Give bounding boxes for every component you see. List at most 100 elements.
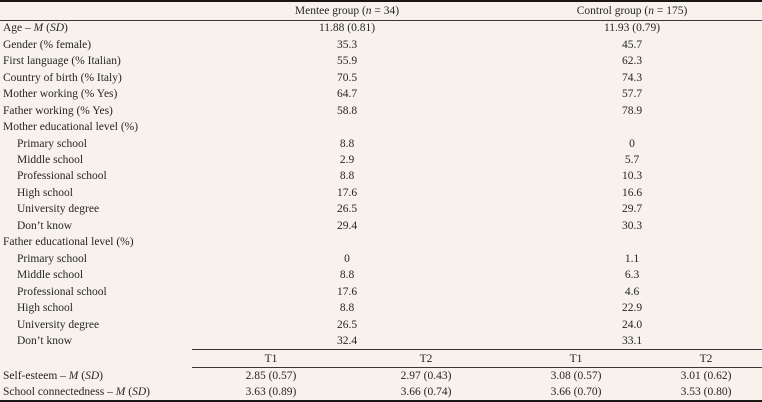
row-label: Country of birth (% Italy): [0, 69, 192, 85]
row-label: High school: [0, 300, 192, 316]
time-header-row: T1 T2 T1 T2: [0, 348, 762, 369]
table-row: Age – M (SD) 11.88 (0.81) 11.93 (0.79): [0, 20, 762, 36]
value-cell: 3.66 (0.70): [550, 386, 602, 399]
header-text: = 34): [371, 4, 400, 17]
label-text: Don’t know: [17, 335, 73, 348]
label-text: Mother educational level (%): [3, 121, 139, 134]
value-cell: 4.6: [624, 285, 640, 298]
value-cell: 64.7: [336, 88, 358, 101]
row-label: School connectedness – M (SD): [0, 384, 192, 401]
row-label: Mother educational level (%): [0, 119, 192, 135]
value-cell: 30.3: [621, 219, 643, 232]
group-header-row: Mentee group (n = 34) Control group (n =…: [0, 1, 762, 21]
row-label: High school: [0, 185, 192, 201]
stat-symbol-n: n: [648, 4, 655, 17]
value-cell: 3.53 (0.80): [680, 386, 732, 399]
row-label: Mother working (% Yes): [0, 86, 192, 102]
table-row: Primary school 0 1.1: [0, 251, 762, 267]
stat-symbol: M: [68, 369, 79, 382]
value-cell: 1.1: [624, 252, 640, 265]
row-label: Primary school: [0, 135, 192, 151]
table-row: Don’t know 32.4 33.1: [0, 333, 762, 350]
empty-cell: [0, 349, 192, 367]
time-header-cell: T1: [192, 348, 350, 369]
demographics-section: Age – M (SD) 11.88 (0.81) 11.93 (0.79) Gend…: [0, 20, 762, 349]
value-cell: 6.3: [624, 269, 640, 282]
value-cell: 29.4: [336, 219, 358, 232]
value-cell: [502, 234, 762, 250]
table-row: Middle school 2.9 5.7: [0, 152, 762, 168]
outcomes-section: Self-esteem – M (SD) 2.85 (0.57) 2.97 (0.4…: [0, 368, 762, 401]
row-label: First language (% Italian): [0, 53, 192, 69]
value-cell: 70.5: [336, 71, 358, 84]
time-header-cell: T1: [502, 348, 651, 369]
label-text: Country of birth (% Italy): [3, 71, 122, 84]
table-row: Mother working (% Yes) 64.7 57.7: [0, 86, 762, 102]
time-header-cell: T2: [650, 348, 762, 369]
label-text: (: [125, 386, 133, 399]
value-cell: 10.3: [621, 170, 643, 183]
row-label: Age – M (SD): [0, 20, 192, 36]
header-text: = 175): [654, 4, 688, 17]
row-label: Professional school: [0, 284, 192, 300]
label-text: University degree: [17, 203, 100, 216]
value-cell: 17.6: [336, 186, 358, 199]
row-label: Professional school: [0, 168, 192, 184]
row-label: University degree: [0, 201, 192, 217]
label-text: First language (% Italian): [3, 55, 121, 68]
value-cell: 2.9: [339, 153, 355, 166]
control-group-header: Control group (n = 175): [502, 1, 762, 21]
value-cell: 26.5: [336, 318, 358, 331]
label-text: Professional school: [17, 170, 107, 183]
value-cell: 2.85 (0.57): [245, 370, 297, 383]
stat-symbol-n: n: [365, 4, 372, 17]
label-text: Middle school: [17, 153, 84, 166]
label-text: University degree: [17, 318, 100, 331]
label-text: Self-esteem –: [3, 369, 69, 382]
value-cell: [192, 119, 502, 135]
value-cell: 2.97 (0.43): [400, 370, 452, 383]
value-cell: 55.9: [336, 55, 358, 68]
stat-symbol: M: [115, 386, 126, 399]
row-label: Middle school: [0, 152, 192, 168]
row-label: Middle school: [0, 267, 192, 283]
time-header-cell: T2: [350, 348, 503, 369]
row-label: University degree: [0, 316, 192, 332]
table-row: University degree 26.5 29.7: [0, 201, 762, 217]
label-text: Primary school: [17, 252, 87, 265]
header-text: Control group (: [576, 4, 649, 17]
value-cell: 45.7: [621, 38, 643, 51]
stat-symbol: SD: [49, 22, 65, 35]
row-label: Gender (% female): [0, 36, 192, 52]
row-label: Father working (% Yes): [0, 102, 192, 118]
value-cell: 33.1: [621, 334, 643, 347]
table-row: High school 17.6 16.6: [0, 185, 762, 201]
row-label: Primary school: [0, 251, 192, 267]
mentee-group-header: Mentee group (n = 34): [192, 1, 503, 21]
time-header-section: T1 T2 T1 T2: [0, 348, 762, 369]
empty-header-cell: [0, 1, 192, 21]
label-text: Primary school: [17, 137, 87, 150]
value-cell: 22.9: [621, 302, 643, 315]
table-row: High school 8.8 22.9: [0, 300, 762, 316]
stat-symbol: M: [33, 22, 44, 35]
value-cell: 3.66 (0.74): [400, 386, 452, 399]
label-text: ): [146, 386, 150, 399]
table-row: Father educational level (%): [0, 234, 762, 250]
row-label: Self-esteem – M (SD): [0, 368, 192, 385]
value-cell: 24.0: [621, 318, 643, 331]
value-cell: 3.01 (0.62): [680, 370, 732, 383]
value-cell: 17.6: [336, 285, 358, 298]
row-label: Don’t know: [0, 218, 192, 234]
table-row: Father working (% Yes) 58.8 78.9: [0, 102, 762, 118]
label-text: School connectedness –: [3, 386, 116, 399]
value-cell: 8.8: [339, 137, 355, 150]
label-text: High school: [17, 186, 73, 199]
value-cell: 29.7: [621, 203, 643, 216]
value-cell: 78.9: [621, 104, 643, 117]
value-cell: 32.4: [336, 334, 358, 347]
stat-symbol: SD: [85, 369, 100, 382]
value-cell: 3.63 (0.89): [245, 386, 297, 399]
row-label: Don’t know: [0, 333, 192, 350]
table-row: Primary school 8.8 0: [0, 135, 762, 151]
